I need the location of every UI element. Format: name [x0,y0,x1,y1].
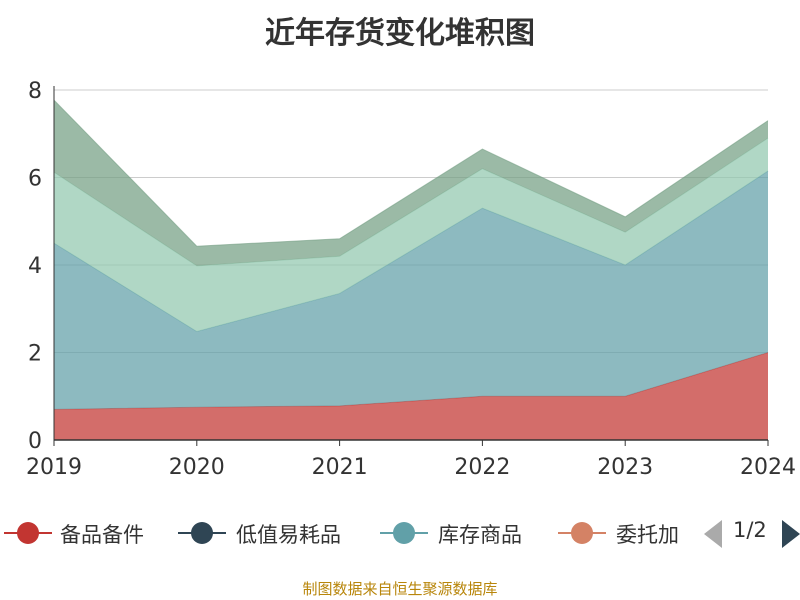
legend-dot-icon [17,522,39,544]
y-tick-label-3: 6 [28,167,42,192]
y-tick-label-0: 0 [28,429,42,454]
legend-label: 备品备件 [60,523,144,547]
legend-dot-icon [393,522,415,544]
legend-label: 库存商品 [438,523,522,547]
area-series-4 [54,138,768,332]
x-tick-label-0: 2019 [26,455,82,480]
y-tick-label-4: 8 [28,79,42,104]
legend-prev-page-icon[interactable] [704,520,722,548]
x-tick-label-1: 2020 [169,455,225,480]
x-tick-label-2: 2021 [312,455,368,480]
line-series-2 [53,170,769,333]
line-series-5 [53,99,769,247]
y-tick-label-1: 2 [28,342,42,367]
legend: 备品备件 低值易耗品 库存商品 委托加 [0,512,800,554]
legend-dot-icon [571,522,593,544]
area-series-0 [54,352,768,440]
source-note: 制图数据来自恒生聚源数据库 [302,580,498,598]
legend-label: 委托加 [616,523,679,547]
area-series-2 [54,170,768,410]
x-tick-label-5: 2024 [740,455,796,480]
chart-title: 近年存货变化堆积图 [265,16,535,51]
x-tick-label-4: 2023 [597,455,653,480]
legend-dot-icon [191,522,213,544]
legend-page-indicator: 1/2 [733,518,767,542]
y-tick-label-2: 4 [28,254,42,279]
legend-next-page-icon[interactable] [782,520,800,548]
x-tick-label-3: 2022 [454,455,510,480]
legend-label: 低值易耗品 [236,523,341,547]
